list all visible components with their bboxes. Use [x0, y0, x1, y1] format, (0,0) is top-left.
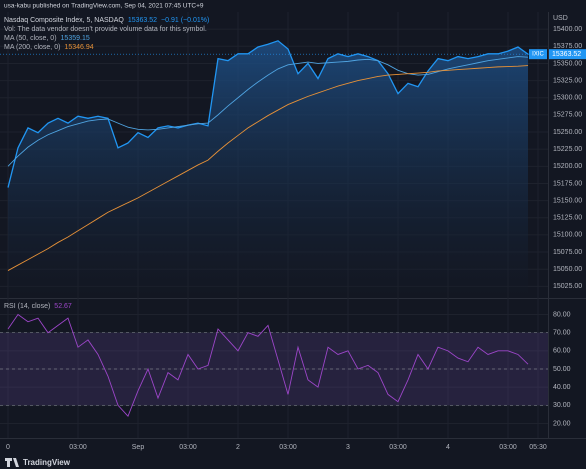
brand-name: TradingView	[23, 458, 71, 467]
legend-value: 15359.15	[61, 35, 90, 42]
y-tick-label: 40.00	[553, 384, 571, 391]
y-tick-label: 30.00	[553, 402, 571, 409]
area-fill	[8, 40, 528, 298]
y-tick-label: 70.00	[553, 330, 571, 337]
x-tick-label: 03:00	[69, 444, 87, 451]
x-tick-label: 03:00	[179, 444, 197, 451]
y-tick-label: 15225.00	[553, 146, 582, 153]
ma-line	[7, 65, 529, 271]
y-tick-label: 15050.00	[553, 266, 582, 273]
x-tick-label: Sep	[132, 444, 145, 451]
legend-value: 52.67	[54, 303, 72, 310]
symbol-tag-bg	[529, 49, 547, 60]
last-price-label: 15363.52	[552, 51, 581, 58]
legend-value: 15363.52	[128, 17, 157, 24]
x-tick-label: 3	[346, 444, 350, 451]
y-tick-label: 15275.00	[553, 112, 582, 119]
currency-label: USD	[553, 15, 568, 22]
y-tick-label: 15300.00	[553, 95, 582, 102]
price-line	[7, 40, 529, 188]
y-tick-label: 15375.00	[553, 43, 582, 50]
y-tick-label: 15400.00	[553, 26, 582, 33]
x-tick-label: 0	[6, 444, 10, 451]
x-tick-label: 2	[236, 444, 240, 451]
legend-change: −0.91 (−0.01%)	[161, 17, 209, 24]
publisher-line: usa-kabu published on TradingView.com, S…	[4, 3, 204, 10]
x-tick-label: 03:00	[389, 444, 407, 451]
legend-series-name: MA (50, close, 0)	[4, 35, 57, 42]
rsi-band	[0, 332, 548, 406]
x-tick-label: 4	[446, 444, 450, 451]
legend-value: 15346.94	[64, 44, 93, 51]
brand: TradingView	[5, 458, 71, 467]
rsi-line	[7, 313, 529, 418]
y-tick-label: 15200.00	[553, 163, 582, 170]
y-tick-label: 15125.00	[553, 215, 582, 222]
legend-title: Nasdaq Composite Index, 5, NASDAQ	[4, 17, 124, 24]
y-tick-label: 15175.00	[553, 180, 582, 187]
brand-logo	[5, 458, 19, 467]
y-tick-label: 15100.00	[553, 232, 582, 239]
y-tick-label: 15325.00	[553, 77, 582, 84]
x-tick-label: 03:00	[499, 444, 517, 451]
legend-note: Vol: The data vendor doesn't provide vol…	[4, 26, 207, 33]
y-tick-label: 15025.00	[553, 283, 582, 290]
symbol-tag: IXIC	[532, 52, 544, 58]
x-tick-label: 05:30	[529, 444, 547, 451]
legend-series-name: MA (200, close, 0)	[4, 44, 60, 51]
y-tick-label: 50.00	[553, 366, 571, 373]
legend-series-name: RSI (14, close)	[4, 303, 50, 310]
y-tick-label: 15350.00	[553, 60, 582, 67]
y-tick-label: 20.00	[553, 420, 571, 427]
x-tick-label: 03:00	[279, 444, 297, 451]
y-tick-label: 15250.00	[553, 129, 582, 136]
y-tick-label: 80.00	[553, 311, 571, 318]
price-tag-bg	[549, 49, 586, 60]
y-tick-label: 15075.00	[553, 249, 582, 256]
y-tick-label: 60.00	[553, 348, 571, 355]
y-tick-label: 15150.00	[553, 197, 582, 204]
